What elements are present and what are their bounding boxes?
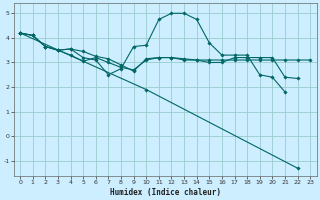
X-axis label: Humidex (Indice chaleur): Humidex (Indice chaleur) xyxy=(110,188,221,197)
